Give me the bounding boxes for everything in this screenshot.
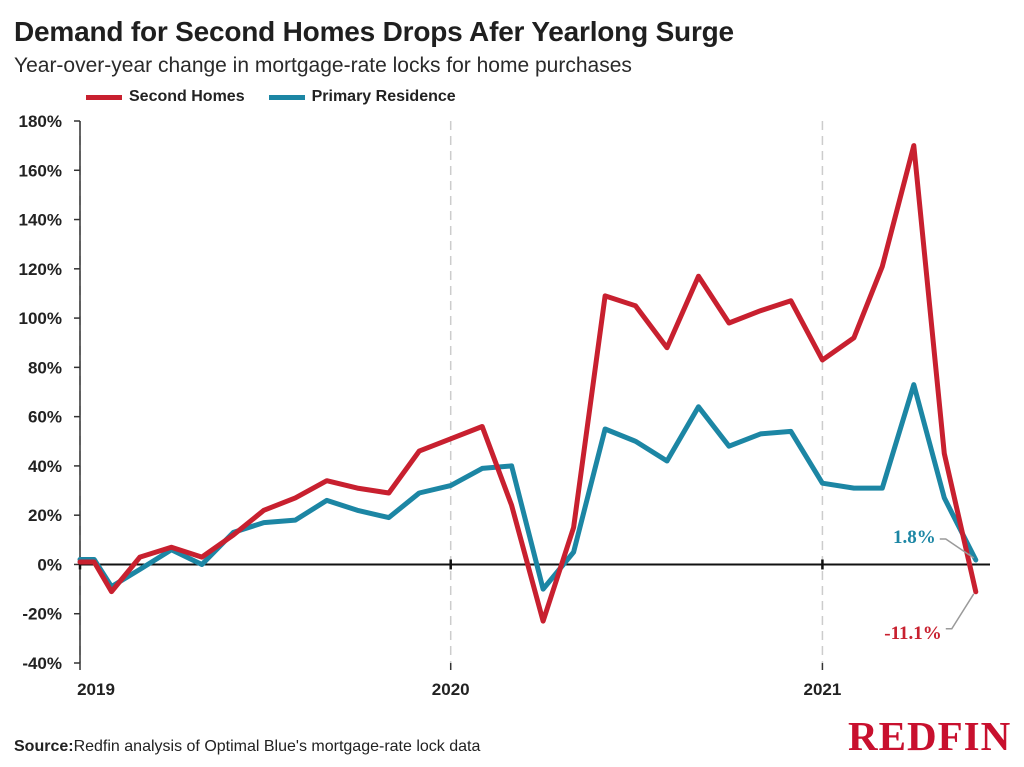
y-tick-label: 40% [28, 457, 62, 476]
legend: Second Homes Primary Residence [86, 88, 480, 106]
annotation-leader [939, 538, 975, 559]
x-tick-label: 2020 [432, 680, 470, 699]
annotation-leader [945, 593, 975, 630]
annotation-label: -11.1% [884, 623, 942, 644]
y-tick-label: 20% [28, 506, 62, 525]
source-label: Source: [14, 738, 74, 755]
y-tick-label: 120% [19, 260, 62, 279]
chart-title: Demand for Second Homes Drops Afer Yearl… [14, 16, 734, 47]
y-tick-label: 100% [19, 309, 62, 328]
source-note: Source:Redfin analysis of Optimal Blue's… [14, 738, 480, 756]
legend-label-second-homes: Second Homes [129, 88, 245, 105]
y-tick-label: 180% [19, 112, 62, 131]
x-tick-label: 2021 [804, 680, 842, 699]
y-tick-label: 80% [28, 358, 62, 377]
source-text: Redfin analysis of Optimal Blue's mortga… [73, 738, 481, 755]
annotation-label: 1.8% [893, 527, 936, 548]
legend-label-primary-residence: Primary Residence [311, 88, 456, 105]
legend-item-second-homes: Second Homes [86, 88, 245, 106]
y-tick-label: 160% [19, 161, 62, 180]
chart-subtitle: Year-over-year change in mortgage-rate l… [14, 54, 632, 77]
y-tick-label: 0% [37, 555, 62, 574]
legend-swatch-primary-residence [268, 94, 305, 100]
series-line-primary-residence [77, 382, 979, 592]
redfin-logo: REDFIN [848, 713, 1012, 759]
y-tick-label: -20% [22, 605, 62, 624]
x-tick-label: 2019 [77, 680, 115, 699]
legend-item-primary-residence: Primary Residence [268, 88, 456, 106]
series-line-second-homes [77, 143, 979, 624]
y-tick-label: 140% [19, 211, 62, 230]
y-tick-label: 60% [28, 408, 62, 427]
y-tick-label: -40% [22, 654, 62, 673]
legend-swatch-second-homes [86, 94, 122, 100]
